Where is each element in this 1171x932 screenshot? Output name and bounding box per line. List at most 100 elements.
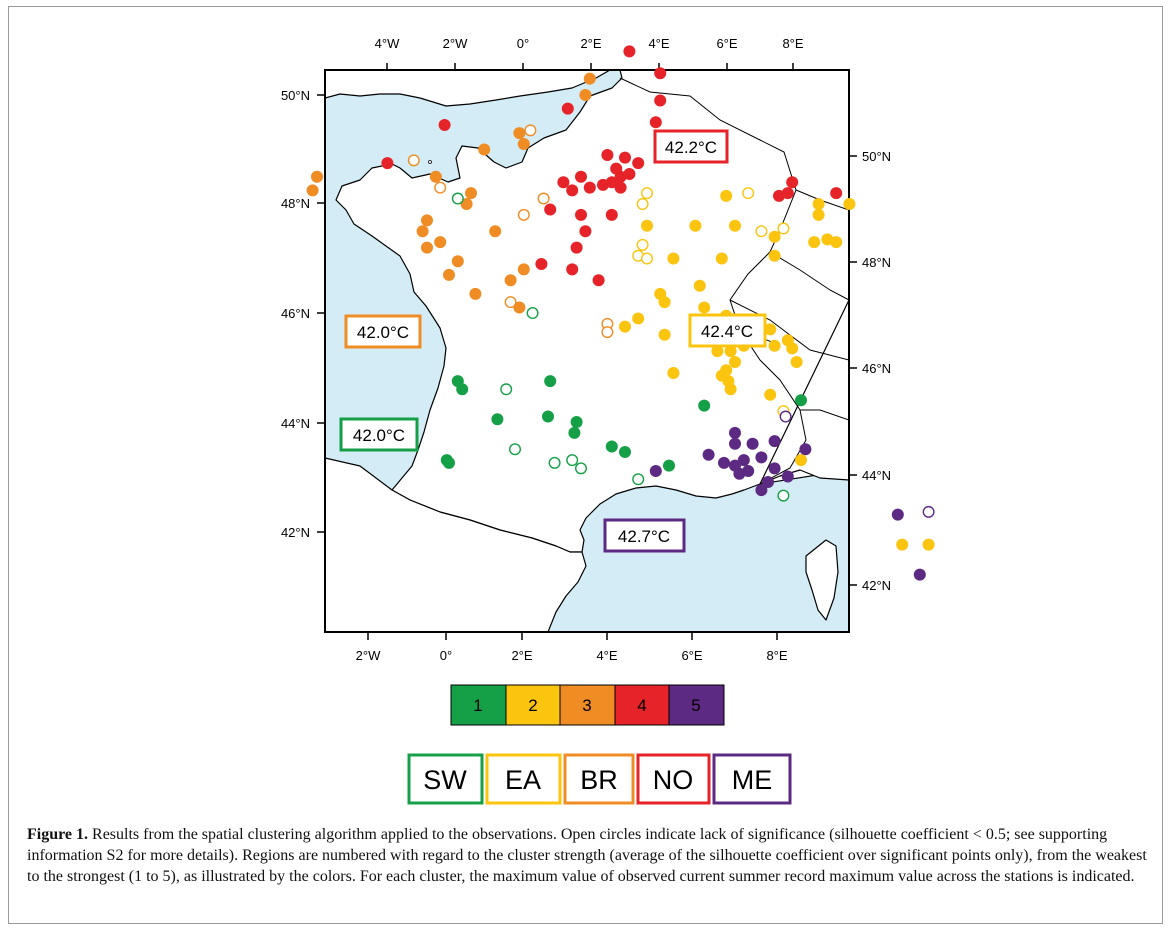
station-point-cluster-4 xyxy=(561,102,574,115)
station-point-cluster-3 xyxy=(421,241,433,254)
station-point-cluster-5 xyxy=(799,443,812,456)
station-point-cluster-3 xyxy=(517,263,530,276)
land-spain xyxy=(325,457,587,632)
region-code-ea: EA xyxy=(505,765,541,795)
mainland-france xyxy=(325,70,849,553)
station-point-cluster-3 xyxy=(489,225,502,238)
station-point-cluster-2 xyxy=(729,356,741,369)
station-point-cluster-2-open xyxy=(636,197,649,210)
caption-label: Figure 1. xyxy=(27,826,89,843)
station-point-cluster-3 xyxy=(451,255,464,268)
station-point-cluster-1 xyxy=(544,375,557,388)
station-point-cluster-2 xyxy=(667,252,680,265)
region-code-me: ME xyxy=(732,765,773,795)
station-point-cluster-1 xyxy=(568,426,581,439)
land-england xyxy=(325,70,611,107)
station-point-cluster-4 xyxy=(570,241,583,254)
station-point-cluster-4 xyxy=(592,274,605,287)
station-point-cluster-4 xyxy=(597,178,609,191)
station-point-cluster-2 xyxy=(922,538,935,551)
station-point-cluster-3 xyxy=(429,170,442,183)
station-point-cluster-3 xyxy=(504,274,517,287)
station-point-cluster-1 xyxy=(663,459,675,472)
station-point-cluster-4 xyxy=(381,157,394,170)
station-point-cluster-4 xyxy=(583,181,596,194)
station-point-cluster-2 xyxy=(786,342,799,355)
station-point-cluster-1-open xyxy=(509,443,522,456)
station-point-cluster-3 xyxy=(434,236,447,249)
legend-swatch-5 xyxy=(668,684,725,726)
station-point-cluster-4 xyxy=(614,170,627,183)
cluster-label-2: 42.4°C xyxy=(688,313,767,348)
station-point-cluster-1 xyxy=(443,456,455,469)
station-point-cluster-5 xyxy=(729,426,741,439)
right-tick-label: 44°N xyxy=(862,468,891,483)
station-point-cluster-3-open xyxy=(504,296,517,309)
station-point-cluster-1-open xyxy=(777,489,790,502)
bottom-tick-label: 6°E xyxy=(681,648,702,663)
station-point-cluster-1-open xyxy=(526,307,539,320)
station-point-cluster-2 xyxy=(641,219,653,232)
station-point-cluster-4 xyxy=(535,257,548,270)
station-point-cluster-4 xyxy=(830,187,843,200)
station-point-cluster-2 xyxy=(711,345,724,358)
region-code-br: BR xyxy=(580,765,618,795)
legend-number-1: 1 xyxy=(473,696,482,715)
station-point-cluster-1 xyxy=(619,445,631,458)
cluster-label-1-text: 42.0°C xyxy=(353,426,405,445)
station-point-cluster-5 xyxy=(649,465,662,478)
cluster-map: 4°W 2°W 0° 2°E 4°E 6°E 8°E 2°W 0° 2°E 4°E 6°E 8°E 50°… xyxy=(281,36,935,805)
right-tick-label: 48°N xyxy=(862,255,891,270)
station-point-cluster-4 xyxy=(575,170,587,183)
station-point-cluster-3 xyxy=(465,187,477,200)
station-point-cluster-3-open xyxy=(524,124,537,137)
station-point-cluster-5-open xyxy=(922,505,935,518)
region-code-sw: SW xyxy=(423,765,467,795)
station-point-cluster-3 xyxy=(517,138,530,151)
station-point-cluster-5 xyxy=(718,456,730,469)
station-point-cluster-2 xyxy=(689,219,702,232)
right-tick-label: 42°N xyxy=(862,578,891,593)
station-point-cluster-4 xyxy=(781,187,794,200)
station-point-cluster-2 xyxy=(808,236,821,249)
station-point-cluster-5 xyxy=(729,437,741,450)
station-point-cluster-3 xyxy=(443,268,455,281)
station-point-cluster-4 xyxy=(654,94,667,107)
station-point-cluster-5 xyxy=(746,437,759,450)
station-point-cluster-2 xyxy=(619,320,631,333)
station-point-cluster-3-open xyxy=(434,181,447,194)
region-codes: SW EA BR NO ME xyxy=(407,753,792,805)
station-point-cluster-3 xyxy=(311,170,323,183)
station-point-cluster-1 xyxy=(605,440,618,453)
station-point-cluster-3 xyxy=(416,225,429,238)
bottom-tick-label: 0° xyxy=(440,648,452,663)
station-point-cluster-2 xyxy=(658,296,671,309)
station-point-cluster-1 xyxy=(570,416,583,428)
bottom-tick-label: 8°E xyxy=(766,648,787,663)
station-point-cluster-2 xyxy=(693,279,706,292)
legend-swatch-3 xyxy=(559,684,616,726)
station-point-cluster-4 xyxy=(579,225,592,238)
station-point-cluster-4 xyxy=(654,67,667,80)
station-point-cluster-4 xyxy=(786,176,799,189)
right-tick-label: 50°N xyxy=(862,149,891,164)
station-point-cluster-1 xyxy=(542,410,554,423)
legend-swatch-1 xyxy=(450,684,507,726)
station-point-cluster-2 xyxy=(812,208,825,221)
cluster-label-4: 42.2°C xyxy=(653,129,729,164)
region-code-no: NO xyxy=(653,765,694,795)
station-point-cluster-2-open xyxy=(641,187,654,200)
station-point-cluster-3-open xyxy=(601,326,614,339)
cluster-label-1: 42.0°C xyxy=(339,417,419,452)
station-point-cluster-4 xyxy=(544,203,557,216)
station-point-cluster-2 xyxy=(715,252,728,265)
station-point-cluster-2 xyxy=(632,312,645,325)
land-corsica xyxy=(805,539,839,621)
station-point-cluster-3-open xyxy=(517,208,530,221)
region-box-me xyxy=(712,753,792,805)
station-point-cluster-4 xyxy=(619,151,631,164)
bottom-tick-label: 4°E xyxy=(596,648,617,663)
figure-caption: Figure 1. Results from the spatial clust… xyxy=(27,824,1152,887)
station-point-cluster-3 xyxy=(478,143,491,156)
top-tick-label: 4°E xyxy=(648,36,669,51)
